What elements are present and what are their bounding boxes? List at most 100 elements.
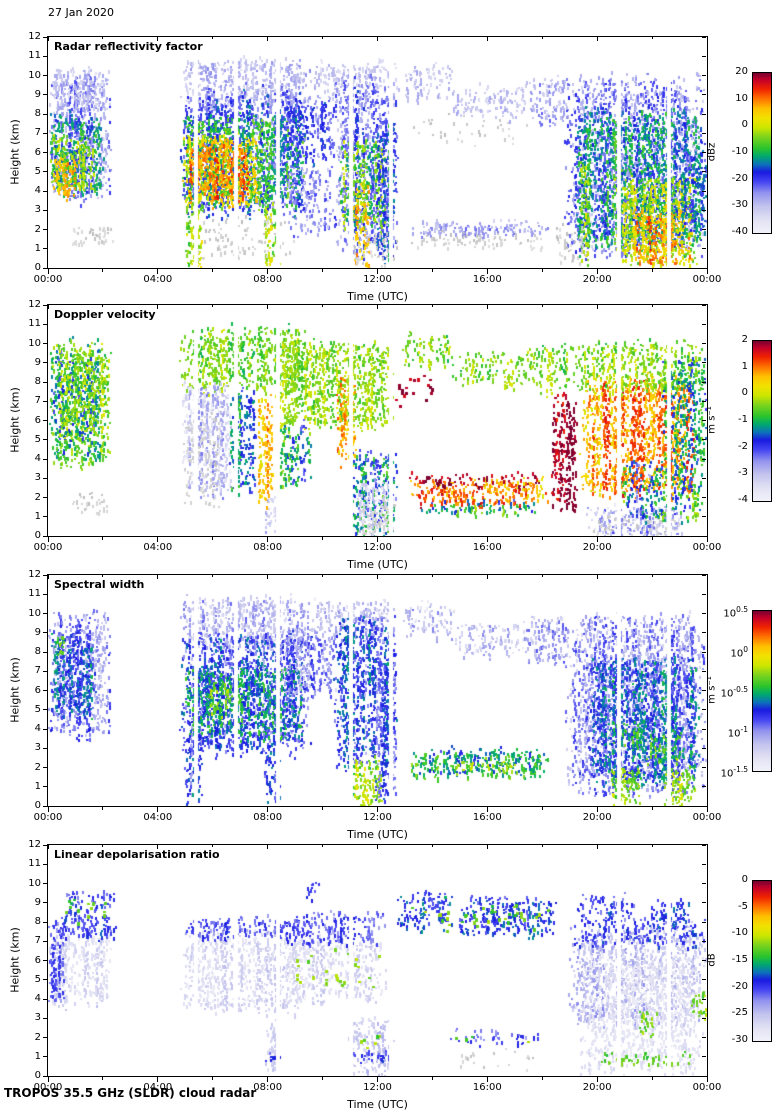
tick-mark [212,1077,214,1080]
tick-label: 00:00 [692,812,722,823]
tick-mark [431,537,433,540]
tick-mark [486,845,488,849]
tick-mark [702,690,706,691]
tick-mark [43,940,47,942]
tick-label: 16:00 [472,274,502,285]
tick-mark [43,747,47,749]
tick-label: 6 [34,684,41,696]
tick-label: 3 [34,472,41,484]
tick-mark [651,575,653,577]
tick-mark: -25 [731,1007,748,1019]
tick-mark [43,902,47,904]
tick-label: 04:00 [143,1082,173,1093]
tick-label: 4 [34,453,41,464]
tick-label: 2 [34,761,41,773]
tick-mark [43,381,47,383]
tick-mark [702,747,706,749]
tick-mark [157,537,159,542]
tick-mark [157,305,159,309]
tick-mark [486,807,488,812]
tick-mark [702,343,706,344]
tick-mark: 20 [735,66,748,77]
tick-mark [267,807,269,812]
tick-mark [322,537,324,540]
tick-label: 20:00 [582,812,612,823]
tick-label: 2 [34,491,41,503]
tick-label: 00:00 [33,274,63,285]
tick-mark: -15 [731,954,748,965]
tick-mark [43,267,47,269]
tick-mark [212,537,214,540]
tick-mark [651,269,653,272]
tick-mark [651,37,653,39]
tick-mark [43,190,47,192]
tick-mark [702,767,706,768]
tick-label: 3 [34,204,41,216]
tick-mark [43,1037,47,1038]
tick-mark [702,1056,706,1058]
tick-mark [43,767,47,768]
tick-mark [596,575,598,579]
tick-mark [651,1077,653,1080]
tick-mark [596,1077,598,1082]
tick-label: 04:00 [143,542,173,553]
tick-mark: 10 [735,92,748,104]
tick-label: 20:00 [582,1082,612,1093]
tick-mark: -1 [738,414,748,425]
tick-label: 10 [28,337,41,349]
colorbar [752,72,772,234]
tick-mark [157,269,159,274]
tick-mark [702,535,706,537]
tick-mark [212,305,214,307]
tick-mark [702,497,706,498]
tick-mark [596,305,598,309]
tick-mark [702,439,706,441]
tick-mark: 0 [741,387,748,399]
tick-mark [322,807,324,810]
tick-mark [486,537,488,542]
panel-linear-depolarisation-ratio: Linear depolarisation ratio Height (km) … [9,839,772,1111]
tick-mark [702,613,706,614]
tick-mark [706,845,708,849]
tick-mark [702,516,706,518]
x-axis-label: Time (UTC) [347,1098,408,1111]
tick-mark: -30 [731,1034,748,1045]
tick-mark [267,37,269,41]
tick-label: 08:00 [253,274,283,285]
colorbar [752,880,772,1042]
tick-label: 6 [34,954,41,966]
tick-mark [702,113,706,115]
tick-mark [541,575,543,577]
tick-mark [322,37,324,39]
tick-label: 20:00 [582,274,612,285]
tick-mark [157,845,159,849]
tick-label: 0 [34,262,41,273]
tick-label: 04:00 [143,812,173,823]
tick-mark [702,132,706,134]
tick-mark: -10 [731,146,748,157]
tick-label: 16:00 [472,542,502,553]
tick-mark [267,845,269,849]
tick-mark [212,37,214,39]
tick-label: 0 [34,1070,41,1081]
tick-label: 7 [34,935,41,947]
tick-mark: -2 [738,440,748,452]
tick-mark [43,36,47,38]
tick-mark [43,516,47,518]
colorbar-gradient [753,73,771,233]
tick-mark [267,269,269,274]
tick-mark [702,171,706,173]
tick-label: 4 [34,723,41,734]
tick-mark [267,305,269,309]
tick-mark [702,979,706,981]
tick-mark [43,651,47,653]
tick-mark [43,248,47,250]
tick-label: 10 [28,877,41,889]
tick-mark [43,1075,47,1077]
tick-label: 0 [34,800,41,811]
tick-label: 8 [34,916,41,927]
tick-mark [651,305,653,307]
tick-mark [102,845,104,847]
tick-mark: 10-1.5 [720,765,748,780]
tick-mark [43,921,47,923]
